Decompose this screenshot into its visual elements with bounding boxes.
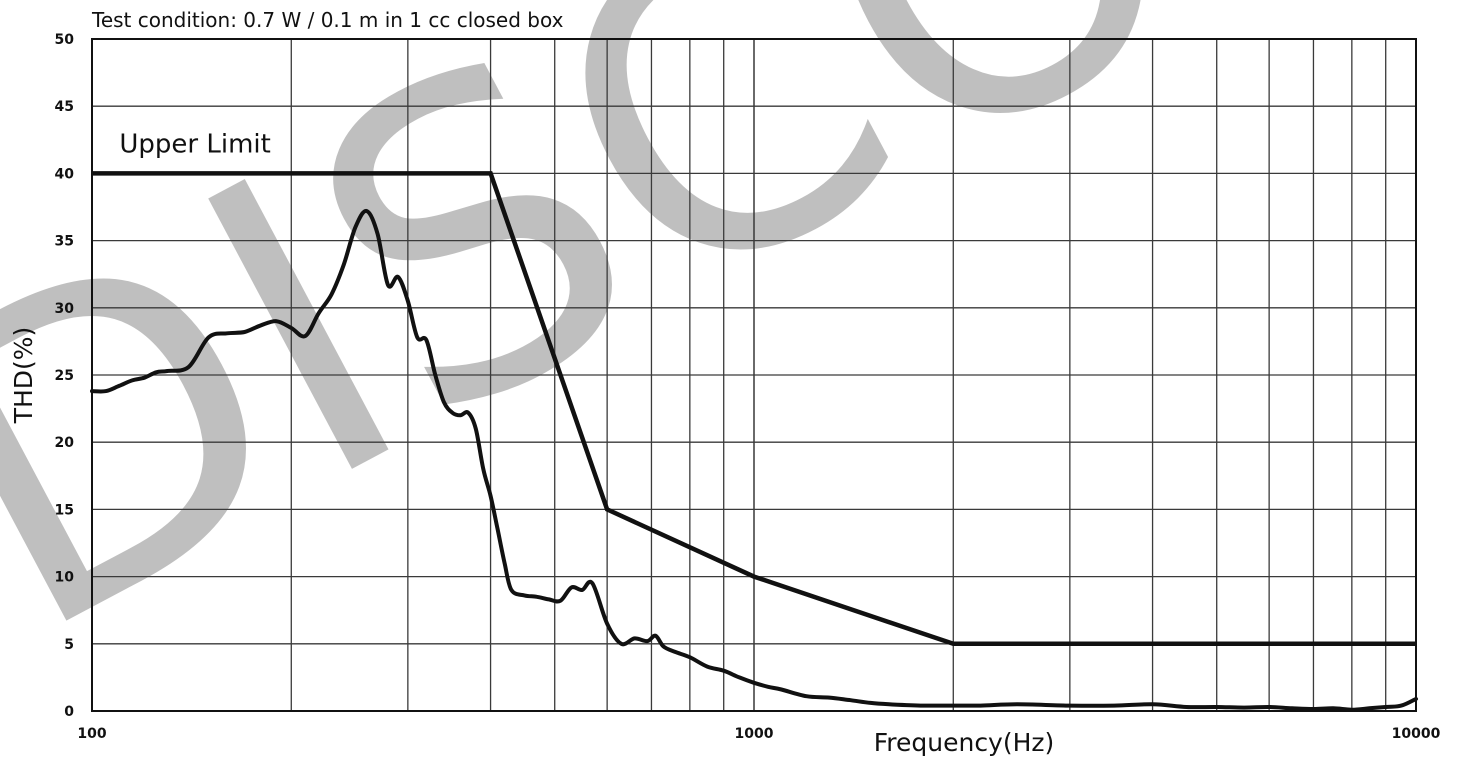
x-axis-ticks: 100 1000 10000 [77,726,1440,742]
y-tick-label: 5 [64,637,74,653]
y-tick-label: 15 [55,502,74,518]
y-tick-label: 0 [64,704,74,720]
upper-limit-label: Upper Limit [119,130,270,160]
x-tick-label: 100 [77,726,106,742]
annotations: Upper Limit [119,130,270,160]
upper-limit-series [92,171,1416,647]
y-axis-ticks: 0 5 10 15 20 25 30 35 40 45 50 [55,32,75,720]
thd-series [90,208,1418,712]
plot-frame [91,38,1417,712]
test-condition-title: Test condition: 0.7 W / 0.1 m in 1 cc cl… [91,8,564,32]
y-axis-title: THD(%) [9,327,38,425]
upper-limit-line [92,171,1416,647]
y-tick-label: 50 [55,32,75,48]
y-tick-label: 35 [55,234,74,250]
x-axis-title: Frequency(Hz) [874,728,1055,757]
x-tick-label: 1000 [735,726,774,742]
y-tick-label: 30 [55,301,75,317]
y-tick-label: 10 [55,570,75,586]
y-tick-label: 25 [55,368,74,384]
x-tick-label: 10000 [1392,726,1441,742]
y-tick-label: 40 [55,166,75,182]
thd-curve [90,208,1418,712]
y-tick-label: 45 [55,99,74,115]
y-tick-label: 20 [55,435,75,451]
